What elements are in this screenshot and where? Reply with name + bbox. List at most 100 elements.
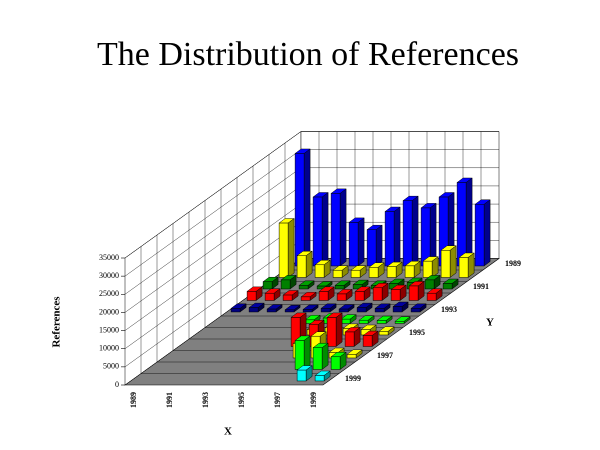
bar: [278, 222, 289, 278]
y-tick-label: 0: [115, 380, 119, 389]
y-tick-label: 10000: [99, 344, 119, 353]
bar-side: [321, 192, 329, 267]
bar-side: [449, 245, 457, 278]
bar: [326, 317, 337, 347]
bar: [282, 294, 293, 301]
x-tick-label: 1989: [129, 392, 138, 408]
bar: [368, 267, 379, 278]
bar: [330, 193, 341, 267]
bar: [362, 335, 373, 347]
bar: [280, 279, 291, 290]
bar: [332, 269, 343, 278]
bar: [384, 211, 395, 267]
bar: [344, 331, 355, 347]
series-label: 1997: [377, 351, 393, 360]
bar: [408, 285, 419, 301]
bar-side: [335, 312, 343, 347]
bar: [348, 222, 359, 267]
bar-side: [483, 199, 491, 267]
series-label: 1993: [441, 305, 457, 314]
series-label: 1991: [473, 282, 489, 291]
bar: [458, 257, 469, 278]
bar: [350, 269, 361, 278]
bar: [318, 291, 329, 301]
bar: [378, 331, 389, 336]
bar: [354, 291, 365, 301]
bar: [312, 196, 323, 267]
y-tick-label: 35000: [99, 253, 119, 262]
bar-side: [375, 224, 383, 267]
bar: [284, 309, 295, 313]
series-label: 1995: [409, 328, 425, 337]
bar: [298, 285, 309, 290]
bar: [300, 296, 311, 301]
bar: [374, 308, 385, 313]
bar-side: [305, 250, 313, 278]
bar: [422, 260, 433, 278]
bar: [390, 289, 401, 301]
bar: [248, 307, 259, 313]
x-tick-label: 1991: [165, 392, 174, 408]
y-tick-label: 15000: [99, 325, 119, 334]
x-tick-label: 1993: [201, 392, 210, 408]
bar: [266, 308, 277, 313]
bar: [296, 255, 307, 278]
bar: [358, 319, 369, 324]
bar-side: [303, 335, 311, 370]
bar-side: [339, 188, 347, 267]
bar: [372, 287, 383, 301]
bar: [296, 369, 307, 382]
bar: [340, 318, 351, 324]
bar: [424, 279, 435, 290]
bar: [356, 307, 367, 313]
y-axis-title: References: [51, 296, 63, 348]
series-label: 1989: [505, 259, 521, 268]
bar: [442, 283, 453, 290]
bar: [230, 308, 241, 313]
y-tick-label: 25000: [99, 289, 119, 298]
x-axis-title: X: [224, 426, 232, 438]
bar-side: [357, 217, 365, 267]
bar: [346, 354, 357, 359]
bar-side: [321, 342, 329, 370]
bar-side: [393, 206, 401, 267]
series-label: 1999: [345, 374, 361, 383]
bar: [314, 375, 325, 382]
bar: [320, 308, 331, 313]
bar: [426, 292, 437, 301]
bar: [376, 320, 387, 324]
chart-title: The Distribution of References: [97, 36, 519, 73]
x-tick-label: 1995: [237, 392, 246, 408]
bar: [410, 308, 421, 313]
series-axis-title: Y: [486, 317, 494, 329]
bar: [338, 308, 349, 313]
bar: [312, 347, 323, 370]
bar: [392, 306, 403, 313]
y-tick-label: 5000: [103, 362, 119, 371]
grid-line: [124, 131, 499, 259]
bar-side: [467, 252, 475, 278]
bar: [314, 264, 325, 278]
bar: [330, 356, 341, 370]
bar: [294, 340, 305, 370]
x-tick-label: 1997: [273, 392, 282, 408]
bar: [262, 281, 273, 290]
bar: [474, 204, 485, 267]
bar-side: [303, 148, 311, 267]
bar: [386, 266, 397, 278]
bar: [336, 293, 347, 301]
y-tick-label: 20000: [99, 307, 119, 316]
bar: [264, 292, 275, 301]
bar: [302, 309, 313, 313]
bar: [294, 153, 305, 267]
bar: [394, 321, 405, 324]
bar: [440, 250, 451, 278]
bar: [246, 291, 257, 301]
y-tick-label: 30000: [99, 271, 119, 280]
x-tick-label: 1999: [309, 392, 318, 408]
bar-side: [411, 195, 419, 267]
bar: [402, 200, 413, 267]
bar-side: [287, 218, 295, 278]
bar: [404, 265, 415, 278]
